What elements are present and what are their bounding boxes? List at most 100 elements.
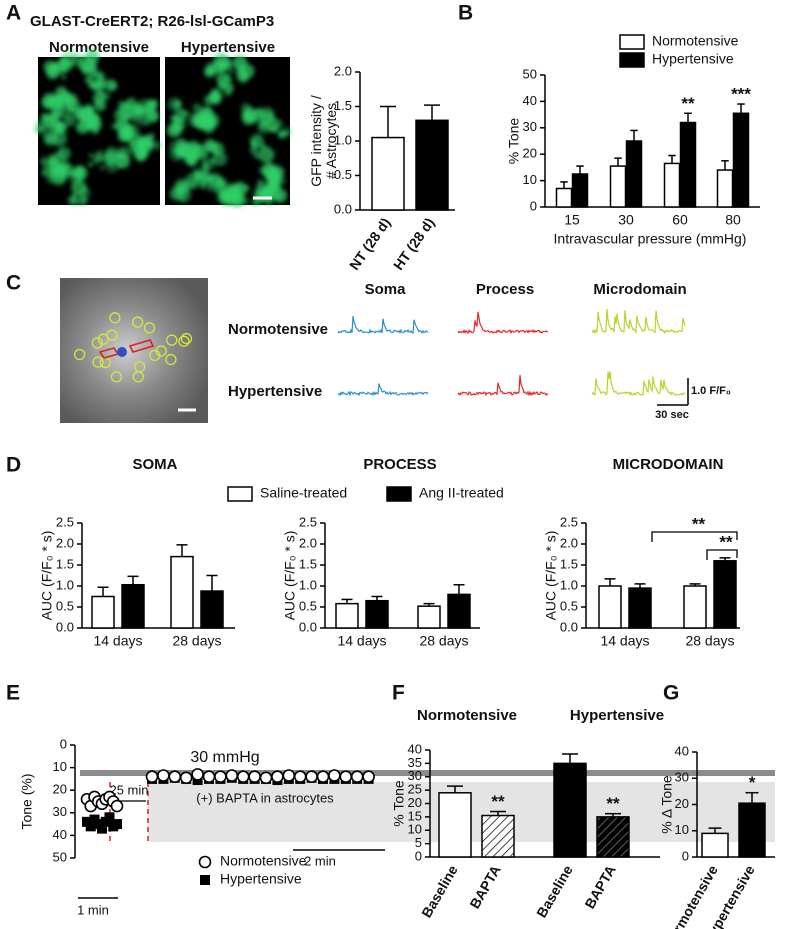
cell (95, 71, 105, 81)
x-tick-label: 14 days (337, 633, 386, 649)
y-tick-label: 0 (415, 848, 422, 863)
column-label: Soma (365, 281, 407, 298)
cell (94, 99, 107, 112)
trace (457, 311, 549, 335)
bar (481, 814, 515, 858)
group-label: Hypertensive (570, 707, 664, 724)
cell (277, 176, 286, 185)
y-tick-label: 2.5 (560, 514, 578, 529)
y-tick-label: 1.0 (56, 577, 74, 592)
cell (103, 78, 117, 92)
cell (89, 63, 98, 72)
y-tick-label: 1.0 (334, 132, 352, 147)
chart-title: MICRODOMAIN (613, 456, 724, 473)
cell (60, 66, 67, 73)
cell (275, 186, 282, 193)
bar (625, 140, 643, 208)
micrograph (60, 278, 208, 423)
chart-title: PROCESS (363, 456, 436, 473)
bar (170, 555, 194, 629)
bar (417, 605, 441, 629)
cell (147, 141, 154, 148)
cell (113, 121, 122, 130)
cell (188, 113, 203, 128)
cell (61, 75, 67, 80)
y-tick-label: 2.0 (56, 535, 74, 550)
cell (60, 156, 66, 161)
point (339, 770, 353, 783)
cell (185, 110, 190, 116)
point (214, 770, 227, 783)
y-axis-label: % Tone (506, 118, 522, 165)
condition-label: 30 mmHg (190, 749, 259, 766)
legend-marker (198, 855, 212, 869)
cell (57, 146, 71, 161)
cell (209, 157, 215, 163)
cell (199, 181, 208, 189)
annotation: ** (692, 514, 706, 533)
trace (457, 375, 549, 397)
cell (210, 93, 222, 105)
legend-marker (200, 875, 210, 885)
point (104, 812, 115, 823)
bar (553, 762, 587, 858)
cell (281, 126, 292, 137)
cell (90, 80, 100, 90)
soma (117, 347, 127, 357)
cell (110, 124, 116, 129)
y-tick-label: 30 (408, 768, 422, 783)
x-tick-label: 15 (564, 212, 580, 228)
cell (139, 138, 148, 147)
roi (178, 335, 190, 347)
cell (232, 55, 248, 71)
roi (132, 316, 144, 328)
bar (335, 602, 359, 629)
y-axis-label: GFP intensity / (308, 95, 324, 187)
bar (438, 792, 472, 858)
y-axis-label: AUC (F/F₀ * s) (282, 531, 298, 621)
cell (73, 168, 84, 179)
y-tick-label: 30 (53, 804, 67, 819)
column-label: Microdomain (593, 281, 686, 298)
legend-swatch (386, 486, 412, 502)
chart-title: SOMA (133, 456, 178, 473)
cell (118, 127, 133, 142)
panel-label: B (458, 2, 473, 25)
cell (52, 162, 60, 170)
panel-label: D (6, 454, 21, 477)
roi (73, 348, 86, 361)
cell (151, 140, 162, 151)
cell (40, 169, 48, 177)
cell (58, 162, 66, 170)
cell (77, 120, 88, 131)
roi (91, 337, 103, 349)
point (191, 768, 204, 781)
cell (171, 114, 177, 120)
roi (166, 334, 178, 346)
y-tick-label: 20 (675, 796, 689, 811)
cell (202, 164, 211, 173)
cell (240, 103, 252, 114)
cell (68, 106, 75, 113)
micrographs (34, 49, 292, 207)
trace (591, 371, 686, 397)
y-tick-label: 1.5 (299, 556, 317, 571)
cell (146, 100, 155, 108)
bar (121, 583, 145, 629)
legend-swatch (619, 52, 645, 68)
cell (132, 116, 139, 123)
cell (67, 195, 77, 205)
cell (94, 113, 100, 120)
bar (683, 585, 707, 629)
legend-swatch (619, 34, 645, 50)
point (112, 819, 122, 830)
x-axis-label: Intravascular pressure (mmHg) (554, 231, 747, 247)
bar (609, 165, 627, 208)
x-tick-label: BAPTA (581, 862, 618, 911)
scale-label: 1 min (77, 902, 109, 917)
cell (60, 91, 72, 103)
bar (701, 832, 729, 858)
cell (82, 186, 88, 192)
x-tick-label: 60 (672, 212, 688, 228)
cell (193, 146, 204, 156)
